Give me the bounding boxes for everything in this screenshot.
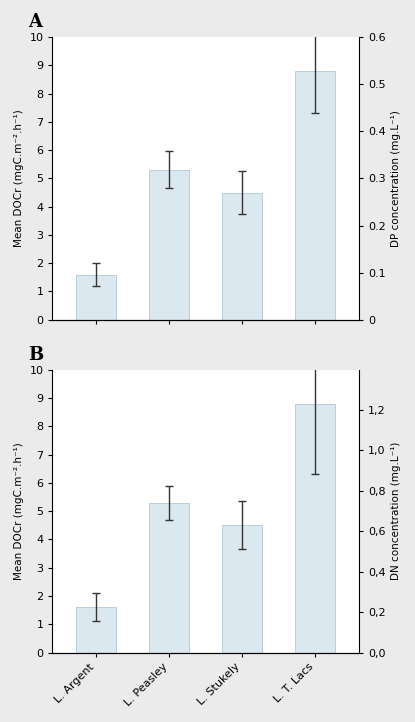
Bar — [295, 404, 335, 653]
Bar — [76, 607, 116, 653]
Y-axis label: Mean DOCr (mgC.m⁻².h⁻¹): Mean DOCr (mgC.m⁻².h⁻¹) — [14, 442, 24, 580]
Bar — [76, 274, 116, 320]
Text: A: A — [28, 13, 42, 31]
Bar — [295, 71, 335, 320]
Bar — [149, 503, 189, 653]
Bar — [222, 525, 262, 653]
Y-axis label: Mean DOCr (mgC.m⁻².h⁻¹): Mean DOCr (mgC.m⁻².h⁻¹) — [14, 110, 24, 247]
Text: B: B — [28, 346, 43, 364]
Bar — [149, 170, 189, 320]
Y-axis label: DP concentration (mg.L⁻¹): DP concentration (mg.L⁻¹) — [391, 110, 401, 247]
Y-axis label: DN concentration (mg.L⁻¹): DN concentration (mg.L⁻¹) — [391, 442, 401, 580]
Bar — [222, 193, 262, 320]
